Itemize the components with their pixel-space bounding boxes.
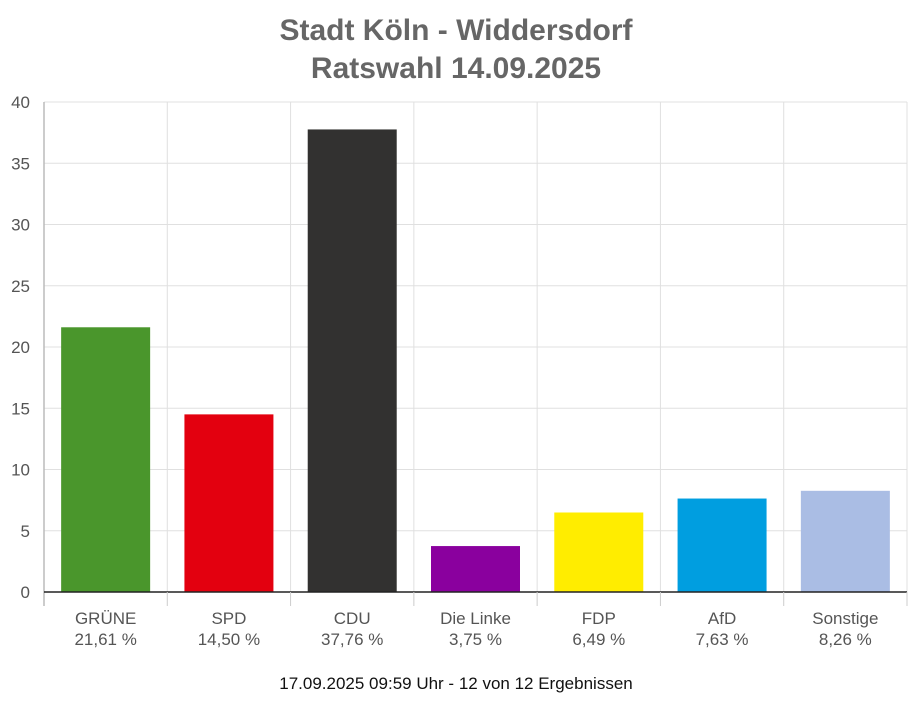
chart-title: Stadt Köln - Widdersdorf [279, 14, 633, 47]
value-label: 7,63 % [696, 630, 749, 649]
y-tick-label: 40 [11, 93, 30, 112]
y-tick-label: 15 [11, 399, 30, 418]
y-tick-label: 20 [11, 338, 30, 357]
x-category-label: FDP [582, 609, 616, 628]
x-category-label: CDU [334, 609, 371, 628]
chart-footer: 17.09.2025 09:59 Uhr - 12 von 12 Ergebni… [279, 674, 633, 693]
value-label: 8,26 % [819, 630, 872, 649]
value-label: 6,49 % [572, 630, 625, 649]
bar-sonstige [800, 490, 890, 592]
chart-subtitle: Ratswahl 14.09.2025 [310, 52, 602, 85]
value-label: 21,61 % [74, 630, 136, 649]
bar-spd [184, 414, 274, 592]
value-label: 37,76 % [321, 630, 383, 649]
value-label: 3,75 % [449, 630, 502, 649]
x-category-label: SPD [211, 609, 246, 628]
bar-cdu [307, 129, 397, 592]
y-tick-label: 0 [21, 583, 30, 602]
y-tick-label: 10 [11, 461, 30, 480]
y-tick-label: 35 [11, 154, 30, 173]
bar-afd [677, 498, 767, 592]
x-category-label: Die Linke [440, 609, 511, 628]
x-category-label: AfD [708, 609, 736, 628]
x-category-label: Sonstige [812, 609, 878, 628]
x-category-label: GRÜNE [75, 609, 136, 628]
bar-die-linke [431, 546, 520, 592]
y-tick-label: 30 [11, 216, 30, 235]
y-tick-label: 5 [21, 522, 30, 541]
bar-fdp [554, 512, 644, 592]
value-label: 14,50 % [198, 630, 260, 649]
y-tick-label: 25 [11, 277, 30, 296]
bar-gr-ne [61, 327, 151, 592]
